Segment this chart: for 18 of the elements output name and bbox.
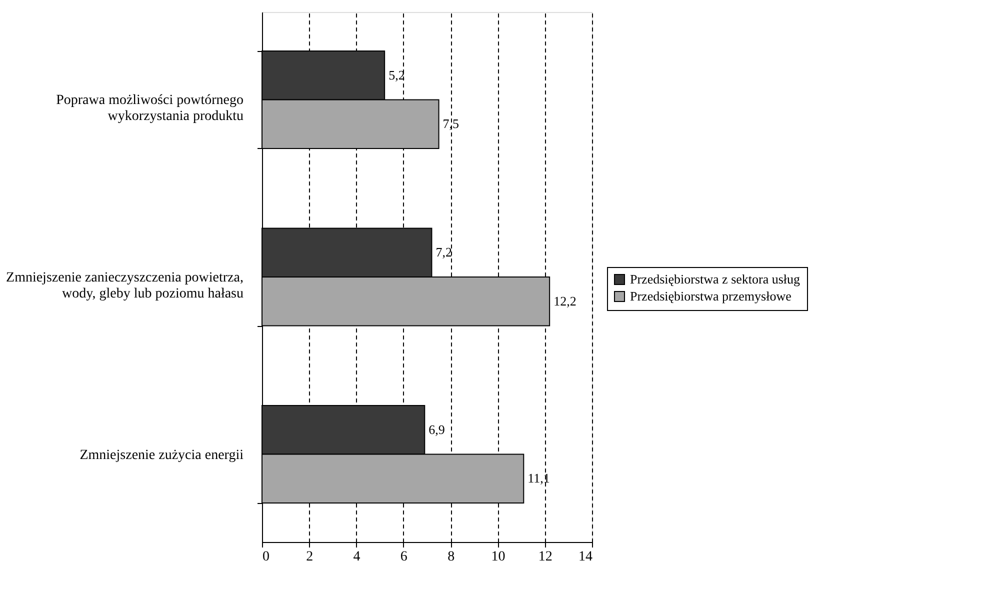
data-label: 7,5	[442, 116, 460, 132]
data-label: 11,1	[528, 470, 550, 486]
x-tick-label: 0	[262, 550, 270, 564]
x-tick-label: 8	[448, 550, 455, 564]
x-tick-label: 2	[306, 550, 314, 564]
y-tick-label: Zmniejszenie zanieczyszczenia powietrza, wody, gleby lub poziomu hałasu	[6, 270, 244, 302]
x-tick-label: 6	[400, 550, 408, 564]
data-label: 6,9	[428, 422, 445, 437]
x-tick-label: 10	[491, 550, 506, 564]
x-tick-label: 4	[353, 550, 360, 564]
y-tick-label: Poprawa możliwości powtórnego wykorzystania produktu	[56, 93, 244, 124]
x-tick-label: 14	[578, 550, 592, 564]
legend-label: Przedsiębiorstwa z sektora usług	[630, 272, 801, 286]
y-tick-label: Zmniejszenie zużycia energii	[80, 448, 244, 463]
data-label: 12,2	[554, 293, 576, 308]
legend-label: Przedsiębiorstwa przemysłowe	[630, 288, 792, 304]
data-label: 7,2	[436, 244, 452, 260]
x-tick-label: 12	[538, 550, 552, 564]
